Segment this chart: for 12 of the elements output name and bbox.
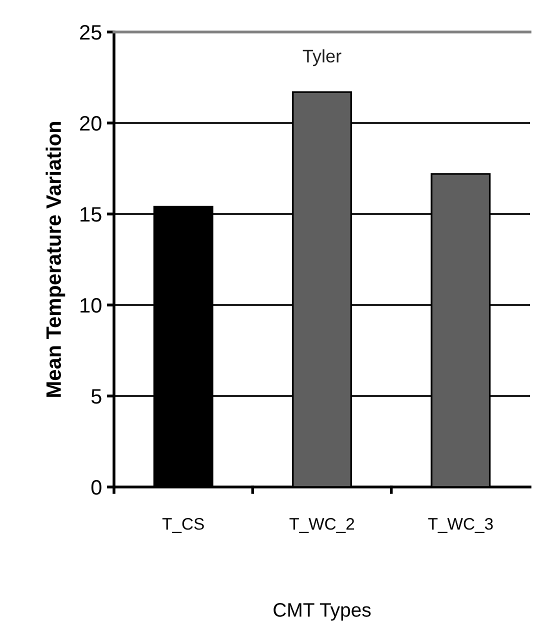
y-axis-title: Mean Temperature Variation — [46, 122, 66, 397]
y-tick-label: 20 — [80, 116, 102, 131]
y-tick-label: 10 — [80, 298, 102, 313]
y-tick-label: 25 — [80, 25, 102, 40]
x-tick-label: T_WC_3 — [428, 518, 493, 533]
y-tick-label: 0 — [91, 480, 102, 495]
text: Tyler — [302, 49, 342, 66]
y-tick-label: 5 — [91, 389, 102, 404]
x-axis-title: CMT Types — [274, 603, 371, 621]
y-tick-label: 15 — [80, 207, 102, 222]
x-tick-label: T_CS — [162, 518, 204, 533]
x-tick-label: T_WC_2 — [290, 518, 354, 533]
